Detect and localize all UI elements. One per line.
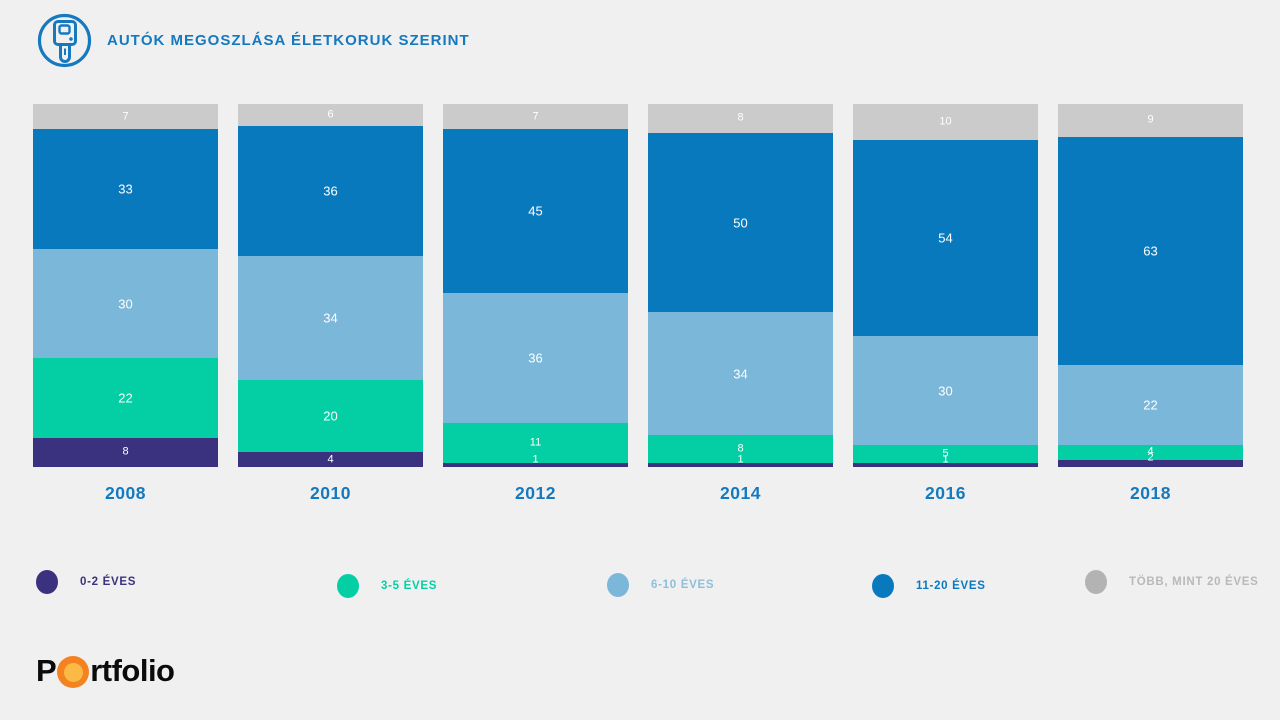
bar-segment: 20 [238, 379, 423, 453]
bar-segment: 8 [648, 104, 833, 133]
bar-segment: 8 [33, 437, 218, 468]
bar-segment: 5 [853, 445, 1038, 464]
bar-segment: 50 [648, 132, 833, 313]
bar-column-2016: 10 54 30 5 1 [853, 104, 1038, 467]
legend-label: 3-5 ÉVES [381, 580, 438, 592]
segment-value-label: 8 [737, 111, 744, 124]
segment-value-label: 33 [118, 181, 133, 197]
bar-segment: 2 [1058, 452, 1243, 467]
bar-segment: 36 [443, 292, 628, 424]
segment-value-label: 1 [942, 453, 949, 466]
bar-segment: 30 [853, 336, 1038, 446]
bar-segment: 10 [853, 104, 1038, 141]
legend-item: 11-20 ÉVES [872, 574, 986, 598]
bar-segment: 9 [1058, 104, 1243, 137]
segment-value-label: 10 [939, 115, 952, 128]
segment-value-label: 54 [938, 230, 953, 246]
legend-label: 11-20 ÉVES [916, 580, 986, 592]
bar-column-2008: 7 33 30 22 8 [33, 104, 218, 468]
year-label: 2010 [310, 483, 351, 503]
bar-segment: 6 [238, 104, 423, 126]
bar-segment: 34 [648, 312, 833, 435]
logo-o-icon [57, 656, 90, 688]
segment-value-label: 50 [733, 215, 748, 231]
legend-label: TÖBB, MINT 20 ÉVES [1129, 576, 1259, 588]
bar-segment: 22 [1058, 365, 1243, 446]
segment-value-label: 22 [1143, 397, 1158, 413]
segment-value-label: 8 [122, 445, 129, 458]
bar-segment: 45 [443, 129, 628, 293]
header: AUTÓK MEGOSZLÁSA ÉLETKORUK SZERINT [37, 13, 470, 68]
bar-segment: 1 [648, 454, 833, 467]
bar-segment: 30 [33, 249, 218, 359]
bar-segment: 34 [238, 256, 423, 380]
segment-value-label: 4 [1147, 445, 1154, 458]
segment-value-label: 11 [529, 436, 542, 449]
stacked-bar-chart: 7 33 30 22 8 6 36 34 20 4 7 45 36 11 1 8 50 34 8 1 10 54 30 5 1 9… [33, 104, 1243, 468]
car-key-icon [37, 13, 92, 68]
bar-column-2010: 6 36 34 20 4 [238, 104, 423, 467]
bar-segment: 33 [33, 129, 218, 250]
legend-swatch [337, 574, 359, 598]
bar-segment: 7 [33, 104, 218, 130]
bar-segment: 54 [853, 140, 1038, 337]
portfolio-logo: P rtfolio [36, 653, 175, 689]
segment-value-label: 2 [1147, 451, 1154, 464]
bar-segment: 22 [33, 358, 218, 438]
year-label: 2016 [925, 483, 966, 503]
segment-value-label: 8 [737, 442, 744, 455]
segment-value-label: 30 [938, 383, 953, 399]
bar-segment: 1 [443, 454, 628, 467]
segment-value-label: 63 [1143, 243, 1158, 259]
segment-value-label: 45 [528, 203, 543, 219]
bar-segment: 7 [443, 104, 628, 130]
segment-value-label: 6 [327, 108, 334, 121]
legend-item: 0-2 ÉVES [36, 570, 136, 594]
segment-value-label: 1 [737, 453, 744, 466]
legend-item: 6-10 ÉVES [607, 573, 714, 597]
bar-column-2014: 8 50 34 8 1 [648, 104, 833, 467]
year-label: 2012 [515, 483, 556, 503]
legend-swatch [36, 570, 58, 594]
segment-value-label: 9 [1147, 113, 1154, 126]
bar-segment: 4 [238, 452, 423, 467]
x-axis-year-labels: 2008 2010 2012 2014 2016 2018 [33, 483, 1243, 504]
logo-text-suffix: rtfolio [90, 653, 175, 688]
segment-value-label: 5 [942, 447, 949, 460]
segment-value-label: 4 [327, 453, 334, 466]
bar-segment: 1 [853, 454, 1038, 467]
legend-swatch [1085, 570, 1107, 594]
bar-segment: 8 [648, 434, 833, 464]
bar-segment: 11 [443, 423, 628, 464]
bar-segment: 63 [1058, 136, 1243, 366]
bar-column-2012: 7 45 36 11 1 [443, 104, 628, 467]
bar-segment: 4 [1058, 445, 1243, 460]
year-label: 2014 [720, 483, 761, 503]
bar-column-2018: 9 63 22 4 2 [1058, 104, 1243, 467]
year-label: 2018 [1130, 483, 1171, 503]
page-title: AUTÓK MEGOSZLÁSA ÉLETKORUK SZERINT [107, 32, 470, 49]
legend-label: 0-2 ÉVES [80, 576, 137, 588]
segment-value-label: 20 [323, 408, 338, 424]
legend-label: 6-10 ÉVES [651, 579, 715, 591]
logo-text-prefix: P [36, 653, 57, 688]
segment-value-label: 36 [323, 183, 338, 199]
segment-value-label: 30 [118, 296, 133, 312]
legend-swatch [607, 573, 629, 597]
year-label: 2008 [105, 483, 146, 503]
segment-value-label: 7 [122, 110, 129, 123]
legend-item: 3-5 ÉVES [337, 574, 437, 598]
segment-value-label: 34 [323, 310, 338, 326]
segment-value-label: 22 [118, 390, 133, 406]
legend-item: TÖBB, MINT 20 ÉVES [1085, 570, 1259, 594]
segment-value-label: 1 [532, 453, 539, 466]
segment-value-label: 36 [528, 350, 543, 366]
segment-value-label: 34 [733, 366, 748, 382]
segment-value-label: 7 [532, 110, 539, 123]
legend-swatch [872, 574, 894, 598]
bar-segment: 36 [238, 125, 423, 257]
